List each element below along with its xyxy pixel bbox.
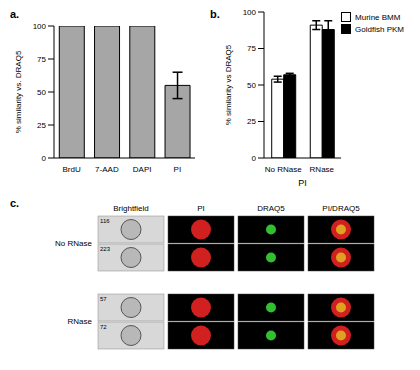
svg-text:7-AAD: 7-AAD	[95, 165, 119, 174]
svg-text:100: 100	[243, 8, 257, 17]
svg-text:BrdU: BrdU	[63, 165, 81, 174]
html-text:a.: a.	[10, 8, 20, 20]
svg-text:c.: c.	[10, 197, 19, 209]
svg-text:Brightfield: Brightfield	[113, 204, 149, 213]
svg-text:25: 25	[37, 121, 46, 130]
svg-text:75: 75	[247, 44, 256, 53]
svg-text:RNase: RNase	[68, 317, 93, 326]
svg-text:50: 50	[37, 88, 46, 97]
svg-text:PI: PI	[197, 204, 205, 213]
svg-text:57: 57	[100, 296, 107, 302]
svg-text:75: 75	[37, 55, 46, 64]
svg-text:DAPI: DAPI	[133, 165, 152, 174]
svg-text:50: 50	[247, 81, 256, 90]
svg-text:No RNase: No RNase	[55, 239, 92, 248]
svg-text:RNase: RNase	[310, 165, 335, 174]
svg-text:No RNase: No RNase	[265, 165, 302, 174]
svg-text:223: 223	[100, 246, 111, 252]
html-text:b.: b.	[210, 8, 220, 20]
svg-text:25: 25	[247, 117, 256, 126]
svg-text:0: 0	[42, 154, 47, 163]
svg-text:PI/DRAQ5: PI/DRAQ5	[322, 204, 360, 213]
svg-text:% similarity vs. DRAQ5: % similarity vs. DRAQ5	[14, 50, 23, 133]
svg-text:PI: PI	[298, 178, 307, 188]
svg-text:DRAQ5: DRAQ5	[257, 204, 285, 213]
svg-text:0: 0	[252, 154, 257, 163]
svg-text:116: 116	[100, 218, 110, 224]
svg-text:PI: PI	[174, 165, 182, 174]
html-text:Murine BMM: Murine BMM	[355, 12, 401, 22]
html-text:Goldfish PKM: Goldfish PKM	[355, 24, 404, 34]
svg-text:72: 72	[100, 324, 107, 330]
svg-text:% similarity vs DRAQ5: % similarity vs DRAQ5	[224, 44, 233, 125]
svg-text:100: 100	[33, 22, 47, 31]
